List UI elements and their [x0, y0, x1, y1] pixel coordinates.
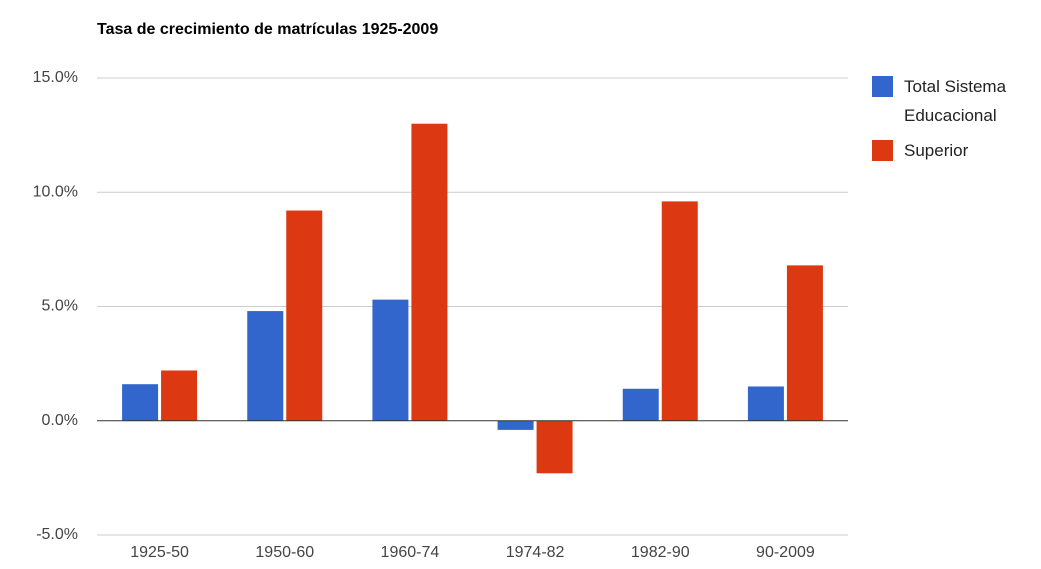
legend-label: Superior — [904, 141, 969, 160]
bar — [411, 123, 448, 421]
bar — [661, 201, 698, 421]
bar — [286, 210, 323, 421]
legend-item: Superior — [872, 136, 1037, 165]
y-tick-label: 0.0% — [42, 412, 78, 429]
bar — [122, 384, 159, 421]
bar — [536, 420, 573, 474]
bar — [247, 311, 284, 421]
x-tick-label: 90-2009 — [756, 544, 815, 561]
bar — [161, 370, 198, 421]
y-tick-label: 15.0% — [33, 69, 78, 86]
y-tick-label: 10.0% — [33, 183, 78, 200]
x-tick-label: 1925-50 — [130, 544, 189, 561]
legend-label: Total Sistema Educacional — [904, 77, 1007, 125]
x-tick-label: 1974-82 — [506, 544, 565, 561]
x-tick-label: 1950-60 — [255, 544, 314, 561]
x-tick-label: 1982-90 — [631, 544, 690, 561]
y-tick-label: 5.0% — [42, 298, 78, 315]
legend: Total Sistema Educacional Superior — [872, 72, 1037, 171]
bar — [497, 420, 534, 430]
bar — [786, 265, 823, 421]
legend-swatch — [872, 140, 893, 161]
y-tick-label: -5.0% — [36, 526, 78, 543]
bar — [372, 299, 409, 421]
chart-title: Tasa de crecimiento de matrículas 1925-2… — [97, 21, 438, 38]
bar — [747, 386, 784, 421]
legend-swatch — [872, 76, 893, 97]
bar — [622, 388, 659, 421]
legend-item: Total Sistema Educacional — [872, 72, 1037, 130]
x-tick-label: 1960-74 — [381, 544, 440, 561]
